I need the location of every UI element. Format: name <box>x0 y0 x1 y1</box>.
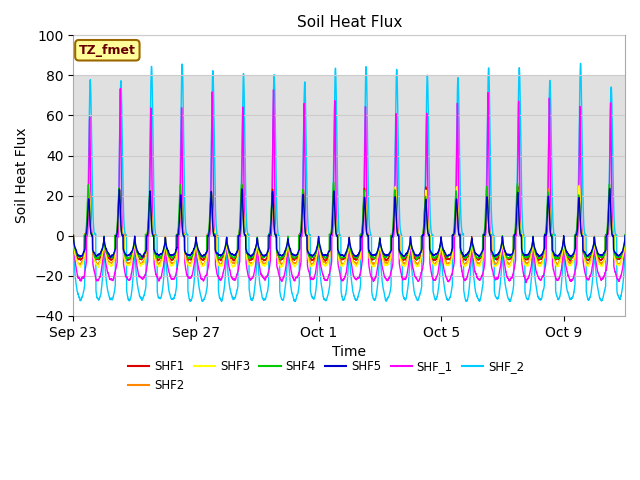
SHF4 <box>615 254 623 260</box>
SHF5 <box>92 253 100 259</box>
Title: Soil Heat Flux: Soil Heat Flux <box>296 15 402 30</box>
SHF2 <box>168 260 176 266</box>
SHF_1 <box>255 254 262 260</box>
Line: SHF1: SHF1 <box>74 185 625 261</box>
Line: SHF_1: SHF_1 <box>74 89 625 283</box>
SHF3 <box>172 257 179 263</box>
SHF3 <box>575 182 583 188</box>
SHF5 <box>107 255 115 261</box>
SHF4 <box>70 233 77 239</box>
SHF3 <box>615 263 623 268</box>
SHF_2 <box>92 232 100 238</box>
SHF_1 <box>172 273 179 279</box>
SHF_2 <box>168 296 176 301</box>
SHF1 <box>566 258 574 264</box>
SHF_2 <box>621 232 629 238</box>
SHF5 <box>168 252 176 258</box>
SHF2 <box>398 258 406 264</box>
SHF_1 <box>70 233 77 239</box>
SHF4 <box>255 244 262 250</box>
SHF1 <box>255 246 262 252</box>
SHF3 <box>70 233 77 239</box>
Bar <box>74 75 625 236</box>
SHF2 <box>621 234 629 240</box>
SHF4 <box>330 180 337 185</box>
SHF4 <box>567 256 575 262</box>
SHF_1 <box>522 280 530 286</box>
SHF2 <box>70 233 77 239</box>
X-axis label: Time: Time <box>332 345 366 359</box>
SHF3 <box>168 263 176 268</box>
SHF5 <box>615 252 623 258</box>
SHF4 <box>92 255 100 261</box>
SHF1 <box>168 257 176 263</box>
SHF_1 <box>615 278 623 284</box>
SHF1 <box>615 256 623 262</box>
SHF4 <box>172 250 179 256</box>
SHF4 <box>168 255 176 261</box>
SHF_2 <box>398 232 406 238</box>
SHF5 <box>606 186 614 192</box>
SHF_1 <box>621 232 629 238</box>
SHF3 <box>255 248 262 253</box>
Line: SHF5: SHF5 <box>74 189 625 258</box>
SHF_1 <box>116 86 124 92</box>
SHF_1 <box>92 275 100 281</box>
SHF_2 <box>615 294 623 300</box>
Text: TZ_fmet: TZ_fmet <box>79 44 136 57</box>
Legend: SHF1, SHF2, SHF3, SHF4, SHF5, SHF_1, SHF_2: SHF1, SHF2, SHF3, SHF4, SHF5, SHF_1, SHF… <box>124 355 529 396</box>
SHF3 <box>92 261 100 266</box>
SHF5 <box>70 233 77 239</box>
SHF_2 <box>577 60 584 66</box>
SHF3 <box>621 232 629 238</box>
SHF2 <box>172 257 179 263</box>
SHF2 <box>255 247 262 252</box>
SHF_2 <box>172 291 179 297</box>
Line: SHF2: SHF2 <box>74 188 625 265</box>
SHF5 <box>255 244 262 250</box>
SHF5 <box>398 251 406 257</box>
SHF_2 <box>218 299 225 304</box>
SHF4 <box>398 253 406 259</box>
Line: SHF_2: SHF_2 <box>74 63 625 301</box>
SHF2 <box>92 259 100 264</box>
SHF2 <box>554 262 561 268</box>
SHF5 <box>621 233 629 239</box>
SHF1 <box>92 256 100 262</box>
SHF1 <box>398 254 406 260</box>
SHF_2 <box>255 265 262 271</box>
SHF4 <box>621 232 629 238</box>
SHF_2 <box>70 233 77 239</box>
SHF1 <box>70 232 77 238</box>
Y-axis label: Soil Heat Flux: Soil Heat Flux <box>15 128 29 223</box>
Line: SHF4: SHF4 <box>74 182 625 259</box>
SHF_1 <box>168 276 176 282</box>
SHF2 <box>392 185 399 191</box>
SHF5 <box>172 249 179 254</box>
SHF1 <box>621 234 629 240</box>
SHF_1 <box>398 273 406 278</box>
Line: SHF3: SHF3 <box>74 185 625 267</box>
SHF2 <box>615 261 623 267</box>
SHF3 <box>277 264 285 270</box>
SHF1 <box>238 182 246 188</box>
SHF1 <box>172 252 179 258</box>
SHF3 <box>398 260 406 266</box>
